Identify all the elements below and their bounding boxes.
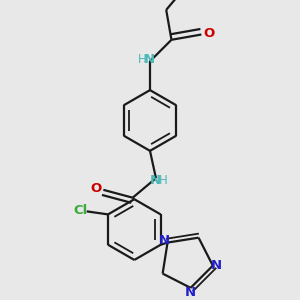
Text: O: O bbox=[203, 27, 214, 40]
Text: O: O bbox=[91, 182, 102, 195]
Text: N: N bbox=[185, 286, 196, 299]
Text: N: N bbox=[159, 234, 170, 248]
Text: N: N bbox=[150, 174, 161, 187]
Text: N: N bbox=[211, 259, 222, 272]
Text: H: H bbox=[159, 174, 168, 187]
Text: N: N bbox=[144, 53, 155, 66]
Text: Cl: Cl bbox=[74, 204, 88, 217]
Text: H: H bbox=[138, 53, 147, 66]
